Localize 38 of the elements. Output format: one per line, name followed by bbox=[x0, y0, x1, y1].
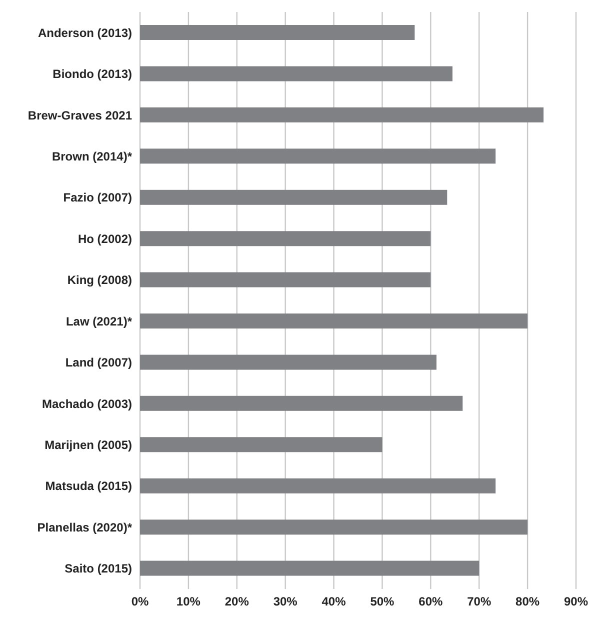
y-tick-label: Saito (2015) bbox=[64, 562, 132, 576]
bar bbox=[140, 560, 480, 576]
bar bbox=[140, 314, 528, 328]
y-tick-label: Brown (2014)* bbox=[52, 150, 132, 164]
x-tick-label: 30% bbox=[273, 594, 298, 609]
bar bbox=[140, 190, 448, 205]
y-tick-label: King (2008) bbox=[67, 273, 132, 288]
bar bbox=[140, 396, 463, 411]
x-tick-label: 70% bbox=[467, 594, 492, 609]
y-tick-label: Fazio (2007) bbox=[63, 190, 132, 205]
x-tick-label: 40% bbox=[322, 594, 346, 609]
y-tick-label: Ho (2002) bbox=[78, 232, 132, 246]
x-tick-label: 90% bbox=[564, 594, 588, 609]
bar bbox=[140, 520, 528, 535]
x-tick-label: 0% bbox=[131, 594, 149, 609]
bar bbox=[140, 25, 415, 40]
bar bbox=[140, 66, 452, 82]
x-tick-label: 10% bbox=[176, 594, 201, 609]
x-tick-label: 50% bbox=[370, 594, 395, 609]
y-tick-label: Land (2007) bbox=[65, 356, 132, 370]
x-tick-label: 80% bbox=[516, 594, 540, 609]
bar bbox=[140, 354, 436, 370]
bar bbox=[140, 272, 431, 288]
y-tick-label: Brew-Graves 2021 bbox=[28, 108, 132, 122]
bar bbox=[140, 148, 496, 164]
y-tick-label: Biondo (2013) bbox=[52, 67, 132, 82]
y-tick-label: Planellas (2020)* bbox=[37, 520, 132, 534]
bar bbox=[140, 231, 431, 246]
bar bbox=[140, 107, 544, 122]
x-tick-label: 60% bbox=[418, 594, 443, 609]
bar bbox=[140, 478, 496, 494]
y-tick-label: Machado (2003) bbox=[42, 396, 132, 411]
bar bbox=[140, 437, 382, 452]
x-tick-label: 20% bbox=[224, 594, 250, 609]
y-tick-label: Marijnen (2005) bbox=[44, 438, 132, 452]
y-tick-label: Anderson (2013) bbox=[38, 26, 132, 40]
y-tick-label: Law (2021)* bbox=[66, 314, 132, 328]
y-tick-label: Matsuda (2015) bbox=[45, 479, 132, 494]
